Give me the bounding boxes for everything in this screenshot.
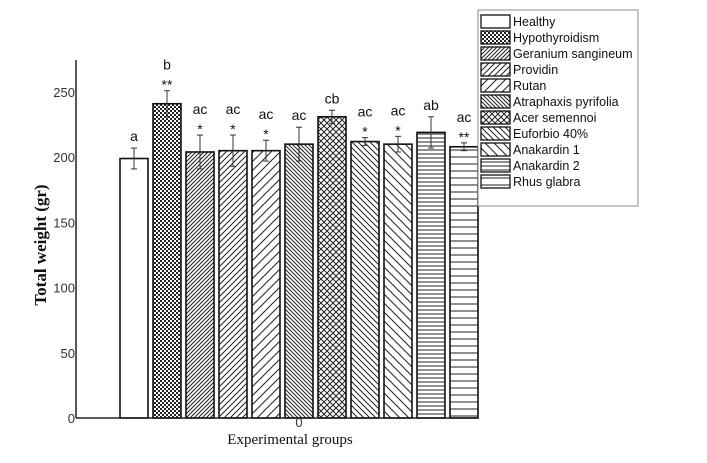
bar (317, 115, 347, 419)
x-axis-label: Experimental groups (227, 432, 353, 448)
legend-swatch (480, 110, 511, 125)
legend-swatch (480, 30, 511, 45)
legend-entry: Atraphaxis pyrifolia (513, 95, 619, 109)
group-letters: ac (259, 106, 274, 122)
legend-entry: Anakardin 1 (513, 143, 580, 157)
group-letters: b (163, 57, 171, 73)
legend-swatch (480, 142, 511, 157)
legend-entry: Acer semennoi (513, 111, 596, 125)
significance-stars: * (230, 121, 236, 137)
group-letters: a (130, 128, 138, 144)
bar (251, 149, 281, 419)
legend-entry: Providin (513, 63, 558, 77)
legend-swatch (480, 94, 511, 109)
y-tick-label: 50 (61, 346, 75, 361)
bar (119, 157, 149, 419)
legend: Healthy Hypothyroidism Geranium sangineum P… (477, 9, 639, 207)
group-letters: ac (457, 109, 472, 125)
bar (152, 102, 182, 419)
legend-swatch (480, 14, 511, 29)
group-letters: cb (325, 90, 340, 106)
legend-swatch (480, 174, 511, 189)
group-letters: ac (292, 107, 307, 123)
legend-swatch (480, 126, 511, 141)
y-tick-label: 200 (53, 150, 75, 165)
significance-stars: * (395, 122, 401, 138)
legend-entry: Healthy (513, 15, 556, 29)
legend-swatch (480, 62, 511, 77)
group-letters: ac (226, 101, 241, 117)
significance-stars: ** (162, 77, 173, 93)
bar (185, 151, 215, 419)
bar (449, 145, 479, 419)
y-tick-label: 100 (53, 281, 75, 296)
legend-entry: Anakardin 2 (513, 159, 580, 173)
y-tick-label: 0 (68, 411, 75, 426)
bar (218, 149, 248, 419)
group-letters: ac (193, 101, 208, 117)
group-letters: ab (423, 97, 439, 113)
legend-swatch (480, 78, 511, 93)
legend-swatch (480, 46, 511, 61)
group-letters: ac (358, 104, 373, 120)
significance-stars: * (197, 121, 203, 137)
legend-entry: Geranium sangineum (513, 47, 633, 61)
x-tick-label: 0 (295, 415, 302, 430)
bar (284, 143, 314, 419)
y-axis-label: Total weight (gr) (31, 184, 50, 305)
y-tick-label: 250 (53, 85, 75, 100)
group-letters: ac (391, 102, 406, 118)
legend-entry: Rhus glabra (513, 175, 580, 189)
significance-stars: ** (459, 129, 470, 145)
significance-stars: * (263, 126, 269, 142)
y-tick-label: 150 (53, 215, 75, 230)
bar (383, 143, 413, 419)
legend-entry: Euforbio 40% (513, 127, 588, 141)
bar (350, 140, 380, 419)
legend-swatch (480, 158, 511, 173)
legend-entry: Rutan (513, 79, 546, 93)
legend-entry: Hypothyroidism (513, 31, 599, 45)
significance-stars: * (362, 124, 368, 140)
bar (416, 131, 446, 419)
